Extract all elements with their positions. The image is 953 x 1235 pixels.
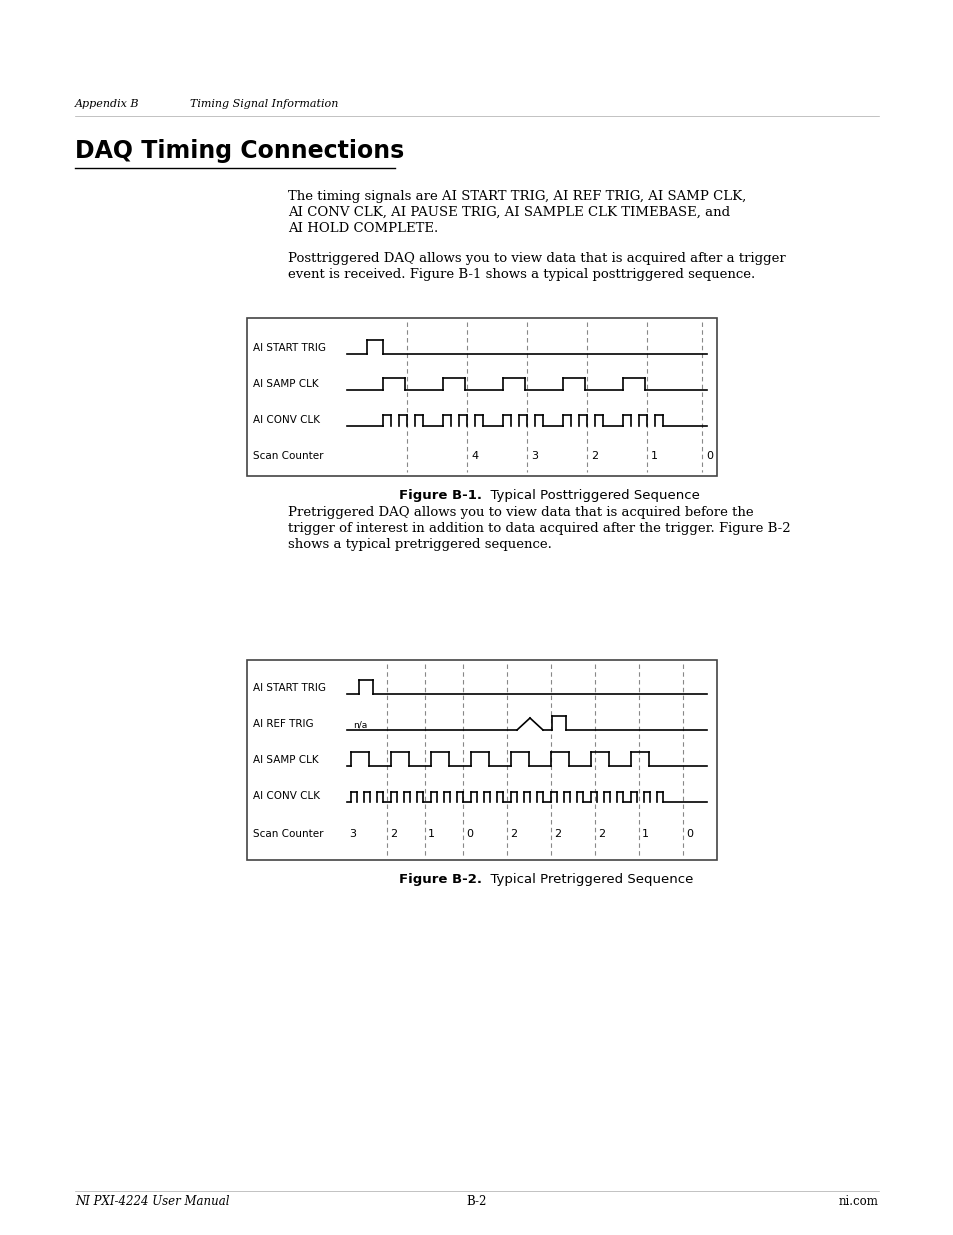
Text: Figure B-2.: Figure B-2. <box>398 873 481 887</box>
Text: AI CONV CLK: AI CONV CLK <box>253 415 319 425</box>
Text: NI PXI-4224 User Manual: NI PXI-4224 User Manual <box>75 1195 230 1208</box>
Text: 1: 1 <box>641 829 648 839</box>
Text: 0: 0 <box>705 451 712 461</box>
Text: 2: 2 <box>390 829 396 839</box>
Text: The timing signals are AI START TRIG, AI REF TRIG, AI SAMP CLK,: The timing signals are AI START TRIG, AI… <box>288 190 745 203</box>
Text: Scan Counter: Scan Counter <box>253 451 323 461</box>
Text: Timing Signal Information: Timing Signal Information <box>190 99 338 109</box>
Text: Appendix B: Appendix B <box>75 99 139 109</box>
Text: 1: 1 <box>650 451 658 461</box>
Text: AI CONV CLK: AI CONV CLK <box>253 790 319 802</box>
Text: trigger of interest in addition to data acquired after the trigger. Figure B-2: trigger of interest in addition to data … <box>288 522 790 535</box>
Text: 3: 3 <box>349 829 355 839</box>
Text: Pretriggered DAQ allows you to view data that is acquired before the: Pretriggered DAQ allows you to view data… <box>288 506 753 519</box>
Text: 2: 2 <box>598 829 604 839</box>
Text: AI START TRIG: AI START TRIG <box>253 343 326 353</box>
Text: AI START TRIG: AI START TRIG <box>253 683 326 693</box>
Text: n/a: n/a <box>353 720 367 730</box>
Text: 1: 1 <box>428 829 435 839</box>
Text: AI REF TRIG: AI REF TRIG <box>253 719 314 729</box>
Bar <box>247 317 717 475</box>
Bar <box>247 659 717 860</box>
Text: ni.com: ni.com <box>839 1195 878 1208</box>
Text: 0: 0 <box>685 829 692 839</box>
Text: AI SAMP CLK: AI SAMP CLK <box>253 379 318 389</box>
Text: 3: 3 <box>531 451 537 461</box>
Text: 2: 2 <box>590 451 598 461</box>
Text: event is received. Figure B-1 shows a typical posttriggered sequence.: event is received. Figure B-1 shows a ty… <box>288 268 755 282</box>
Text: Typical Pretriggered Sequence: Typical Pretriggered Sequence <box>481 873 693 887</box>
Text: B-2: B-2 <box>466 1195 487 1208</box>
Text: Typical Posttriggered Sequence: Typical Posttriggered Sequence <box>481 489 700 503</box>
Text: AI SAMP CLK: AI SAMP CLK <box>253 755 318 764</box>
Text: 0: 0 <box>465 829 473 839</box>
Text: 2: 2 <box>554 829 560 839</box>
Text: AI CONV CLK, AI PAUSE TRIG, AI SAMPLE CLK TIMEBASE, and: AI CONV CLK, AI PAUSE TRIG, AI SAMPLE CL… <box>288 206 729 219</box>
Text: Figure B-1.: Figure B-1. <box>398 489 481 503</box>
Text: 4: 4 <box>471 451 477 461</box>
Text: 2: 2 <box>510 829 517 839</box>
Text: AI HOLD COMPLETE.: AI HOLD COMPLETE. <box>288 222 437 235</box>
Text: Scan Counter: Scan Counter <box>253 829 323 839</box>
Text: DAQ Timing Connections: DAQ Timing Connections <box>75 140 404 163</box>
Text: shows a typical pretriggered sequence.: shows a typical pretriggered sequence. <box>288 538 551 551</box>
Text: Posttriggered DAQ allows you to view data that is acquired after a trigger: Posttriggered DAQ allows you to view dat… <box>288 252 785 266</box>
